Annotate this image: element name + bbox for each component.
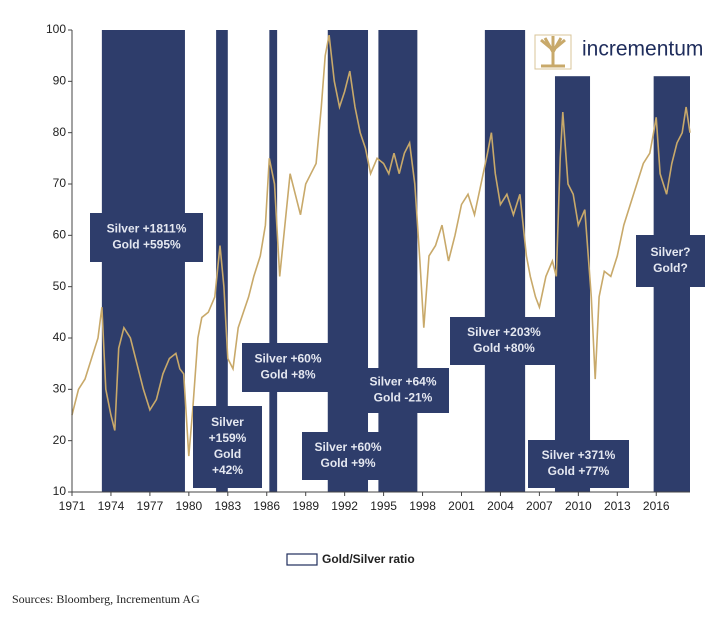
annotation-text: Silver xyxy=(211,415,244,429)
logo-text: incrementum xyxy=(582,38,703,61)
y-tick-label: 100 xyxy=(46,22,66,36)
logo-icon xyxy=(540,36,566,68)
annotation-text: Silver +64% xyxy=(369,375,436,389)
annotation-text: Gold +77% xyxy=(548,464,610,478)
annotation: Silver +1811% Gold +595% xyxy=(90,213,203,262)
annotation-text: Silver +203% xyxy=(467,325,541,339)
x-tick-label: 1980 xyxy=(175,499,202,513)
annotation-text: Gold +9% xyxy=(320,456,375,470)
legend: Gold/Silver ratio xyxy=(286,552,415,566)
x-tick-label: 2001 xyxy=(448,499,475,513)
period-band xyxy=(269,30,278,492)
annotation-box xyxy=(302,432,394,480)
annotation: Silver +60% Gold +8% xyxy=(242,343,334,392)
annotation-text: Silver +371% xyxy=(542,448,616,462)
x-tick-label: 2013 xyxy=(604,499,631,513)
y-tick-label: 90 xyxy=(53,74,67,88)
period-band xyxy=(484,30,526,492)
annotation-text: Gold +80% xyxy=(473,341,535,355)
logo: incrementum xyxy=(534,34,703,70)
annotation-box xyxy=(357,368,449,413)
x-tick-label: 1971 xyxy=(59,499,86,513)
annotation-box xyxy=(636,235,705,287)
x-tick-label: 1986 xyxy=(253,499,280,513)
annotation-box xyxy=(90,213,203,262)
period-band xyxy=(554,76,591,492)
annotation-box xyxy=(450,317,558,365)
annotation-text: Silver +1811% xyxy=(107,222,187,236)
annotation-box xyxy=(193,406,262,488)
annotation: Silver +371% Gold +77% xyxy=(528,440,629,488)
annotation-text: Gold xyxy=(214,447,241,461)
annotation-text: Gold +595% xyxy=(112,238,181,252)
x-tick-label: 1989 xyxy=(292,499,319,513)
annotation-text: +42% xyxy=(212,463,243,477)
annotation-text: Silver +60% xyxy=(254,352,321,366)
annotation-box xyxy=(528,440,629,488)
x-tick-label: 1983 xyxy=(214,499,241,513)
legend-swatch xyxy=(286,553,318,566)
x-tick-label: 2010 xyxy=(565,499,592,513)
period-band xyxy=(378,30,418,492)
y-tick-label: 60 xyxy=(53,228,67,242)
annotation: Silver? Gold? xyxy=(636,235,705,287)
annotation-text: Gold -21% xyxy=(374,391,433,405)
annotation-text: Silver? xyxy=(650,245,690,259)
y-tick-label: 70 xyxy=(53,176,67,190)
x-tick-label: 2007 xyxy=(526,499,553,513)
x-tick-label: 1974 xyxy=(98,499,125,513)
y-tick-label: 10 xyxy=(53,484,67,498)
annotation-text: Gold? xyxy=(653,261,688,275)
x-tick-label: 1998 xyxy=(409,499,436,513)
source-note: Sources: Bloomberg, Incrementum AG xyxy=(12,592,200,606)
x-tick-label: 1992 xyxy=(331,499,358,513)
ratio-line xyxy=(71,34,691,457)
annotation-text: +159% xyxy=(209,431,247,445)
x-tick-label: 1995 xyxy=(370,499,397,513)
y-tick-label: 80 xyxy=(53,125,67,139)
y-tick-label: 20 xyxy=(53,433,67,447)
annotation-text: Gold +8% xyxy=(260,368,315,382)
annotation: Silver +203% Gold +80% xyxy=(450,317,558,365)
y-tick-label: 50 xyxy=(53,279,67,293)
period-band xyxy=(327,30,369,492)
annotation: Silver +159% Gold +42% xyxy=(193,406,262,488)
annotation-box xyxy=(242,343,334,392)
legend-label: Gold/Silver ratio xyxy=(322,552,415,566)
y-tick-label: 30 xyxy=(53,382,67,396)
y-tick-label: 40 xyxy=(53,330,67,344)
x-tick-label: 1977 xyxy=(137,499,164,513)
x-tick-label: 2004 xyxy=(487,499,514,513)
annotation-text: Silver +60% xyxy=(314,440,381,454)
annotation: Silver +64% Gold -21% xyxy=(357,368,449,413)
x-tick-label: 2016 xyxy=(643,499,670,513)
annotation: Silver +60% Gold +9% xyxy=(302,432,394,480)
